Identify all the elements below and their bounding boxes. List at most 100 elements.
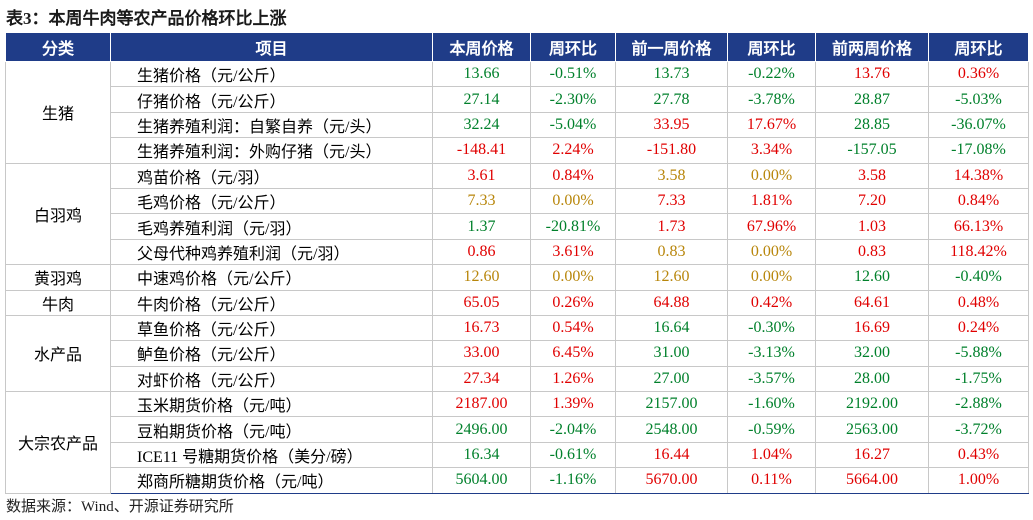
value-cell: 1.00% [928, 467, 1029, 494]
item-cell: 草鱼价格（元/公斤） [110, 314, 433, 342]
value-cell: 16.64 [615, 314, 728, 342]
value-cell: -2.88% [928, 391, 1029, 418]
value-cell: -148.41 [432, 137, 531, 164]
value-cell: 0.26% [530, 289, 616, 316]
value-cell: -5.88% [928, 340, 1029, 367]
value-cell: -36.07% [928, 111, 1029, 139]
table-row: ICE11 号糖期货价格（美分/磅） 16.34 -0.61% 16.44 1.04% 1… [6, 441, 1029, 469]
value-cell: 0.11% [727, 467, 816, 494]
header-cell: 周环比 [530, 32, 616, 62]
header-cell: 周环比 [727, 32, 816, 62]
item-cell: 父母代种鸡养殖利润（元/羽） [110, 238, 433, 266]
category-cell: 生猪 [5, 61, 111, 164]
table-row: 对虾价格（元/公斤） 27.34 1.26% 27.00 -3.57% 28.00 -1.7… [6, 365, 1029, 393]
header-cell: 项目 [110, 32, 433, 62]
value-cell: 2187.00 [432, 391, 531, 418]
item-cell: 鸡苗价格（元/羽） [110, 162, 433, 189]
value-cell: 33.00 [432, 340, 531, 367]
value-cell: 1.03 [815, 213, 929, 240]
table-row: 郑商所糖期货价格（元/吨） 5604.00 -1.16% 5670.00 0.11% 56… [6, 467, 1029, 494]
value-cell: 2157.00 [615, 391, 728, 418]
header-row: 分类 项目 本周价格 周环比 前一周价格 周环比 前两周价格 周环比 [5, 32, 1029, 62]
header-cell: 分类 [5, 32, 111, 62]
table-row: 生猪 生猪价格（元/公斤） 13.66 -0.51% 13.73 -0.22% 13.76 0… [5, 60, 1029, 164]
value-cell: -0.22% [727, 60, 816, 88]
value-cell: -1.60% [727, 391, 816, 418]
table-row: 豆粕期货价格（元/吨） 2496.00 -2.04% 2548.00 -0.59% 256… [6, 416, 1029, 443]
table-row: 父母代种鸡养殖利润（元/羽） 0.86 3.61% 0.83 0.00% 0.83 118.… [6, 238, 1029, 266]
source: 数据来源：Wind、开源证券研究所 [6, 499, 234, 515]
value-cell: -3.13% [727, 340, 816, 367]
value-cell: 3.61% [530, 238, 616, 266]
value-cell: -151.80 [615, 137, 728, 164]
header-cell: 前两周价格 [815, 32, 929, 62]
value-cell: -17.08% [928, 137, 1029, 164]
value-cell: -0.51% [530, 60, 616, 88]
value-cell: 0.83 [615, 238, 728, 266]
value-cell: 0.84% [530, 162, 616, 189]
value-cell: 2.24% [530, 137, 616, 164]
table-row: 黄羽鸡 中速鸡价格（元/公斤） 12.60 0.00% 12.60 0.00% 12.60-… [5, 264, 1029, 291]
value-cell: 0.43% [928, 441, 1029, 469]
value-cell: 0.42% [727, 289, 816, 316]
value-cell: 13.73 [615, 60, 728, 88]
value-cell: 16.73 [432, 314, 531, 342]
table-row: 生猪养殖利润：外购仔猪（元/头） -148.41 2.24% -151.80 3.34%… [6, 137, 1029, 164]
value-cell: 16.27 [815, 441, 929, 469]
value-cell: 3.34% [727, 137, 816, 164]
header-cell: 本周价格 [432, 32, 531, 62]
value-cell: 0.00% [530, 187, 616, 215]
value-cell: 0.36% [928, 60, 1029, 88]
value-cell: 16.44 [615, 441, 728, 469]
value-cell: -157.05 [815, 137, 929, 164]
value-cell: 66.13% [928, 213, 1029, 240]
value-cell: 0.00% [727, 264, 816, 291]
value-cell: 1.39% [530, 391, 616, 418]
value-cell: 0.54% [530, 314, 616, 342]
item-cell: 郑商所糖期货价格（元/吨） [110, 467, 433, 494]
table-row: 牛肉 牛肉价格（元/公斤） 65.05 0.26% 64.88 0.42% 64.61 0.4… [5, 289, 1029, 316]
category-cell: 水产品 [5, 314, 111, 393]
value-cell: 12.60 [615, 264, 728, 291]
category-cell: 黄羽鸡 [5, 264, 111, 291]
value-cell: 28.85 [815, 111, 929, 139]
value-cell: 7.33 [432, 187, 531, 215]
value-cell: -1.75% [928, 365, 1029, 393]
value-cell: -3.57% [727, 365, 816, 393]
value-cell: 2563.00 [815, 416, 929, 443]
item-cell: 毛鸡养殖利润（元/羽） [110, 213, 433, 240]
value-cell: 7.20 [815, 187, 929, 215]
value-cell: 0.48% [928, 289, 1029, 316]
value-cell: 31.00 [615, 340, 728, 367]
item-cell: 鲈鱼价格（元/公斤） [110, 340, 433, 367]
item-cell: 牛肉价格（元/公斤） [110, 289, 433, 316]
value-cell: 7.33 [615, 187, 728, 215]
table-row: 大宗农产品 玉米期货价格（元/吨） 2187.00 1.39% 2157.00 -1.60… [5, 391, 1029, 494]
value-cell: 1.04% [727, 441, 816, 469]
value-cell: 67.96% [727, 213, 816, 240]
value-cell: 65.05 [432, 289, 531, 316]
value-cell: 27.78 [615, 86, 728, 113]
item-cell: 对虾价格（元/公斤） [110, 365, 433, 393]
value-cell: -1.16% [530, 467, 616, 494]
value-cell: 3.61 [432, 162, 531, 189]
value-cell: 0.86 [432, 238, 531, 266]
value-cell: 64.61 [815, 289, 929, 316]
value-cell: 5670.00 [615, 467, 728, 494]
table-row: 白羽鸡 鸡苗价格（元/羽） 3.61 0.84% 3.58 0.00% 3.58 14.38% [5, 162, 1029, 266]
item-cell: ICE11 号糖期货价格（美分/磅） [110, 441, 433, 469]
header-cell: 前一周价格 [615, 32, 728, 62]
item-cell: 生猪价格（元/公斤） [110, 60, 433, 88]
value-cell: 13.76 [815, 60, 929, 88]
value-cell: 0.84% [928, 187, 1029, 215]
table-body: 生猪 生猪价格（元/公斤） 13.66 -0.51% 13.73 -0.22% 13.76 0… [5, 60, 1029, 494]
item-cell: 玉米期货价格（元/吨） [110, 391, 433, 418]
value-cell: 0.00% [727, 162, 816, 189]
table-row: 水产品 草鱼价格（元/公斤） 16.73 0.54% 16.64 -0.30% 16.69 0… [5, 314, 1029, 393]
value-cell: 2496.00 [432, 416, 531, 443]
table-row: 毛鸡价格（元/公斤） 7.33 0.00% 7.33 1.81% 7.20 0.84% [6, 187, 1029, 215]
value-cell: -5.03% [928, 86, 1029, 113]
table-row: 毛鸡养殖利润（元/羽） 1.37 -20.81% 1.73 67.96% 1.03 66.1… [6, 213, 1029, 240]
value-cell: 12.60 [432, 264, 531, 291]
value-cell: 17.67% [727, 111, 816, 139]
